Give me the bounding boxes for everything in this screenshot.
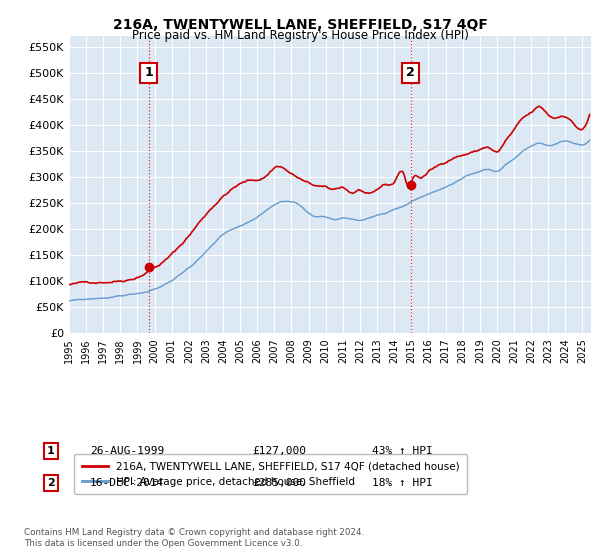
Text: 16-DEC-2014: 16-DEC-2014 bbox=[90, 478, 164, 488]
Text: Contains HM Land Registry data © Crown copyright and database right 2024.
This d: Contains HM Land Registry data © Crown c… bbox=[24, 528, 364, 548]
Text: Price paid vs. HM Land Registry's House Price Index (HPI): Price paid vs. HM Land Registry's House … bbox=[131, 29, 469, 42]
Text: 2: 2 bbox=[406, 66, 415, 80]
Text: 18% ↑ HPI: 18% ↑ HPI bbox=[372, 478, 433, 488]
Text: 216A, TWENTYWELL LANE, SHEFFIELD, S17 4QF: 216A, TWENTYWELL LANE, SHEFFIELD, S17 4Q… bbox=[113, 18, 487, 32]
Text: £285,000: £285,000 bbox=[252, 478, 306, 488]
Text: 26-AUG-1999: 26-AUG-1999 bbox=[90, 446, 164, 456]
Text: 43% ↑ HPI: 43% ↑ HPI bbox=[372, 446, 433, 456]
Text: 2: 2 bbox=[47, 478, 55, 488]
Text: 1: 1 bbox=[144, 66, 153, 80]
Legend: 216A, TWENTYWELL LANE, SHEFFIELD, S17 4QF (detached house), HPI: Average price, : 216A, TWENTYWELL LANE, SHEFFIELD, S17 4Q… bbox=[74, 454, 467, 494]
Text: £127,000: £127,000 bbox=[252, 446, 306, 456]
Text: 1: 1 bbox=[47, 446, 55, 456]
